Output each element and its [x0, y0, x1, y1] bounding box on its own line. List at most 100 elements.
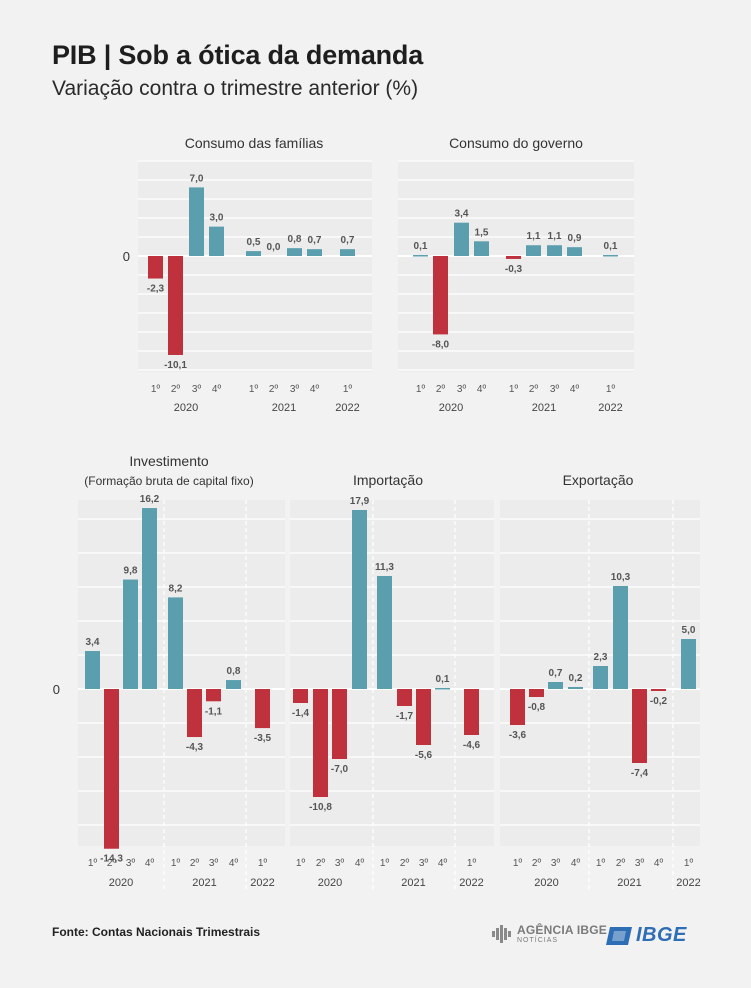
panel2-data-label: 1,1 [548, 231, 562, 242]
panel2-data-label: 3,4 [455, 209, 469, 220]
panel5-data-label: 10,3 [611, 572, 631, 583]
panel1-title: Consumo das famílias [185, 135, 324, 151]
panel1-quarter-label: 2º [171, 384, 181, 395]
panel4-data-label: 11,3 [375, 562, 394, 573]
panel3-quarter-label: 3º [209, 858, 219, 869]
panel4-data-label: -7,0 [331, 764, 349, 775]
panel3-data-label: 8,2 [169, 583, 183, 594]
panel1-bar [246, 251, 261, 256]
panel5-quarter-label: 3º [551, 858, 561, 869]
panel3-data-label: 9,8 [124, 566, 138, 577]
panel3-data-label: -1,1 [205, 706, 223, 717]
panel4-data-label: -1,4 [292, 708, 310, 719]
panel5-data-label: 2,3 [594, 652, 608, 663]
panel4-bar [293, 689, 308, 703]
panel3-quarter-label: 3º [126, 858, 136, 869]
panel3-title-2: (Formação bruta de capital fixo) [84, 474, 253, 488]
panel5-bar [632, 689, 647, 763]
panel1-data-label: 7,0 [190, 173, 204, 184]
panel3-quarter-label: 4º [229, 858, 239, 869]
panel2-quarter-label: 2º [529, 384, 539, 395]
panel2-data-label: -8,0 [432, 339, 450, 350]
panel3-data-label: 0,8 [227, 666, 241, 677]
panel4-quarter-label: 3º [335, 858, 345, 869]
panel5-data-label: -0,8 [528, 702, 546, 713]
panel1-data-label: 0,7 [341, 235, 355, 246]
panel2-bar [454, 222, 469, 256]
agencia-logo-subtext: NOTÍCIAS [517, 937, 559, 944]
panel5-data-label: -3,6 [509, 730, 527, 741]
panel3-year-label: 2021 [192, 877, 216, 889]
panel5-quarter-label: 2º [532, 858, 542, 869]
panel3-bar [142, 508, 157, 689]
ibge-logo-text: IBGE [636, 924, 687, 946]
panel5-bar [568, 687, 583, 689]
panel4-bar [416, 689, 431, 745]
panel5-quarter-label: 3º [635, 858, 645, 869]
panel3-bar [85, 651, 100, 689]
panel1-year-label: 2020 [174, 402, 198, 414]
panel1-quarter-label: 1º [249, 384, 259, 395]
panel2-quarter-label: 4º [570, 384, 580, 395]
panel4-quarter-label: 2º [400, 858, 410, 869]
panel1-bar [148, 256, 163, 279]
panel3-bar [168, 597, 183, 689]
panel1-bar [340, 249, 355, 256]
panel2-bar [474, 241, 489, 256]
panel3-bar [123, 579, 138, 689]
panel5-data-label: 0,2 [569, 673, 583, 684]
panel3-year-label: 2022 [250, 877, 274, 889]
panel4-data-label: 17,9 [350, 496, 370, 507]
panel5-bar [651, 689, 666, 691]
agencia-ibge-logo: AGÊNCIA IBGE NOTÍCIAS [492, 924, 607, 944]
panel5-quarter-label: 4º [571, 858, 581, 869]
panel1-quarter-label: 3º [290, 384, 300, 395]
panel2-data-label: 0,9 [568, 233, 582, 244]
panel2-bar [433, 256, 448, 335]
panel5-quarter-label: 1º [513, 858, 523, 869]
panel1-data-label: 0,8 [288, 234, 302, 245]
panel3-bar [255, 689, 270, 729]
panel5-year-label: 2021 [617, 877, 641, 889]
panel1-bar [189, 187, 204, 256]
panel4-bar [332, 689, 347, 759]
panel1-data-label: -2,3 [147, 284, 165, 295]
panel5-bar [510, 689, 525, 725]
panel3-data-label: -3,5 [254, 733, 272, 744]
panel4-quarter-label: 4º [438, 858, 448, 869]
panel5-data-label: 0,7 [549, 668, 563, 679]
panel3-bar [206, 689, 221, 702]
panel2-data-label: 1,1 [527, 231, 541, 242]
panel2-quarter-label: 3º [550, 384, 560, 395]
panel5-data-label: 5,0 [682, 625, 696, 636]
panel3-bar [187, 689, 202, 738]
panel3-quarter-label: 2º [190, 858, 200, 869]
panel2-data-label: 0,1 [414, 241, 428, 252]
panel1-quarter-label: 3º [192, 384, 202, 395]
panel4-data-label: -4,6 [463, 740, 481, 751]
panel4-year-label: 2022 [459, 877, 483, 889]
panel5-quarter-label: 1º [596, 858, 606, 869]
panel2-data-label: -0,3 [505, 264, 523, 275]
panel1-quarter-label: 4º [310, 384, 320, 395]
panel4-quarter-label: 1º [380, 858, 390, 869]
panel1-bar [287, 248, 302, 256]
panel2-bar [567, 247, 582, 256]
panel2-quarter-label: 1º [509, 384, 519, 395]
panel3-data-label: -14,3 [100, 854, 123, 865]
panel3-title: Investimento [129, 453, 209, 469]
panel4-bar [464, 689, 479, 735]
panel5-title: Exportação [563, 472, 634, 488]
panel4-quarter-label: 2º [316, 858, 326, 869]
panel1-data-label: 0,5 [247, 237, 261, 248]
panel2-bar [603, 255, 618, 257]
panel2-quarter-label: 4º [477, 384, 487, 395]
panel1-data-label: 0,7 [308, 235, 322, 246]
panel4-bar [397, 689, 412, 706]
panel4-year-label: 2020 [318, 877, 342, 889]
page-subtitle: Variação contra o trimestre anterior (%) [52, 77, 419, 100]
panel2-quarter-label: 2º [436, 384, 446, 395]
panel5-data-label: -0,2 [650, 696, 668, 707]
panel2-year-label: 2022 [598, 402, 622, 414]
panel3-year-label: 2020 [109, 877, 133, 889]
